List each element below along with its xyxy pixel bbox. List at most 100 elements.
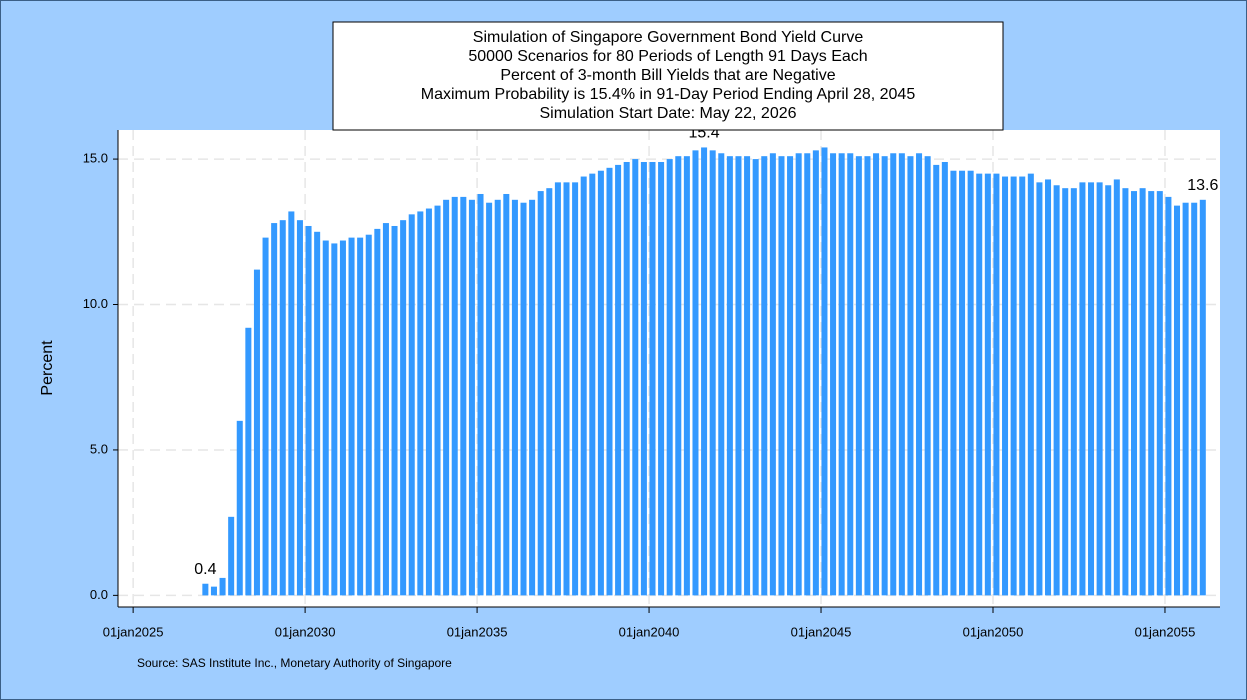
bar <box>365 234 372 596</box>
chart-title: 50000 Scenarios for 80 Periods of Length… <box>468 48 867 65</box>
bar <box>933 164 940 596</box>
bar <box>348 237 355 596</box>
title-frame <box>332 21 1004 131</box>
bar <box>752 159 759 596</box>
bar <box>503 193 510 596</box>
y-tick-label: 10.0 <box>83 296 108 311</box>
x-tick-label: 01jan2025 <box>103 624 164 639</box>
bar <box>1088 182 1095 596</box>
bar <box>305 225 312 596</box>
bar <box>1045 179 1052 596</box>
bar <box>873 153 880 596</box>
bar <box>821 147 828 596</box>
bar <box>537 191 544 596</box>
bar <box>486 202 493 596</box>
bar <box>391 225 398 596</box>
bar <box>1010 176 1017 596</box>
bar <box>623 161 630 596</box>
bar <box>632 159 639 596</box>
x-tick-label: 01jan2040 <box>619 624 680 639</box>
bar <box>520 202 527 596</box>
bar <box>357 237 364 596</box>
bar <box>1070 188 1077 596</box>
bar <box>434 205 441 596</box>
bar <box>374 228 381 596</box>
bar <box>210 586 217 596</box>
chart-title: Simulation of Singapore Government Bond … <box>473 29 864 46</box>
bar <box>314 231 321 596</box>
bar <box>228 516 235 596</box>
bar <box>795 153 802 596</box>
bar <box>735 156 742 596</box>
bar <box>812 150 819 596</box>
bar <box>202 583 209 596</box>
bar <box>443 199 450 596</box>
plot-content: 0.0 5.0 10.0 15.0 01jan2025 01jan2030 01jan203… <box>83 125 1220 639</box>
x-tick-label: 01jan2045 <box>791 624 852 639</box>
bar <box>408 214 415 596</box>
bar <box>950 170 957 596</box>
title-box: Simulation of Singapore Government Bond … <box>332 21 1004 131</box>
bar <box>1173 205 1181 596</box>
bar <box>726 156 733 596</box>
bar <box>563 182 570 596</box>
bar <box>761 156 768 596</box>
x-tick-label: 01jan2030 <box>275 624 336 639</box>
data-label: 13.6 <box>1187 177 1218 194</box>
bar <box>417 211 424 596</box>
bar <box>649 161 656 596</box>
bar <box>984 173 991 596</box>
bar <box>709 150 716 596</box>
bar <box>967 170 974 596</box>
bar <box>855 156 862 596</box>
bar <box>1105 185 1112 596</box>
bar <box>597 170 604 596</box>
bar <box>701 147 708 596</box>
chart-title: Maximum Probability is 15.4% in 91-Day P… <box>421 86 916 103</box>
bar <box>339 240 346 596</box>
x-tick-label: 01jan2035 <box>447 624 508 639</box>
bar <box>262 237 269 596</box>
source-note: Source: SAS Institute Inc., Monetary Aut… <box>137 656 452 670</box>
bar <box>460 196 467 596</box>
bar <box>804 153 811 596</box>
bar <box>451 196 458 596</box>
bar <box>477 193 484 596</box>
bar <box>718 153 725 596</box>
bar <box>898 153 905 596</box>
bar <box>572 182 579 596</box>
bar <box>400 220 407 596</box>
bar <box>830 153 837 596</box>
bar <box>890 153 897 596</box>
bar <box>468 199 475 596</box>
bar <box>1122 188 1129 596</box>
bar <box>744 156 751 596</box>
bar <box>1199 199 1206 596</box>
bar <box>1036 182 1043 596</box>
bar <box>382 223 389 596</box>
x-tick-label: 01jan2055 <box>1135 624 1196 639</box>
bar <box>1019 176 1026 596</box>
bar <box>838 153 845 596</box>
bar <box>271 223 278 596</box>
bar <box>1165 196 1172 596</box>
bar <box>236 420 243 596</box>
bar <box>916 153 923 596</box>
bar <box>589 173 596 596</box>
bar <box>658 161 665 596</box>
bar <box>546 188 553 596</box>
bar <box>1079 182 1086 596</box>
bar <box>331 243 338 596</box>
bar <box>941 161 948 596</box>
bar <box>881 156 888 596</box>
bar <box>1096 182 1103 596</box>
bar <box>554 182 561 596</box>
bar <box>692 150 699 596</box>
data-label: 0.4 <box>194 561 216 578</box>
bar <box>494 199 501 596</box>
bar <box>666 159 673 596</box>
bar <box>864 156 871 596</box>
bar <box>778 156 785 596</box>
bar <box>1191 202 1198 596</box>
bar <box>675 156 682 596</box>
